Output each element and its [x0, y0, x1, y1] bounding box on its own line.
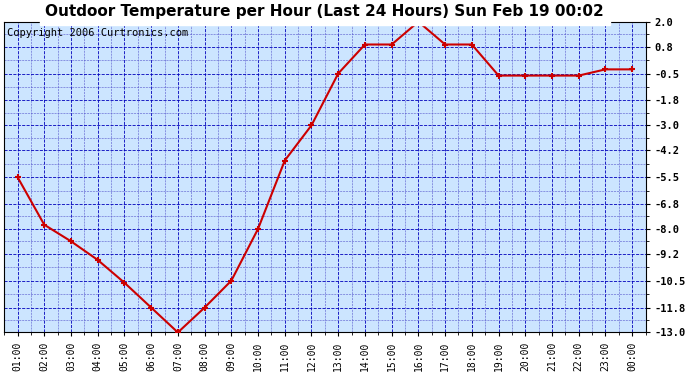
Title: Outdoor Temperature per Hour (Last 24 Hours) Sun Feb 19 00:02: Outdoor Temperature per Hour (Last 24 Ho… — [46, 4, 604, 19]
Text: Copyright 2006 Curtronics.com: Copyright 2006 Curtronics.com — [8, 28, 188, 38]
